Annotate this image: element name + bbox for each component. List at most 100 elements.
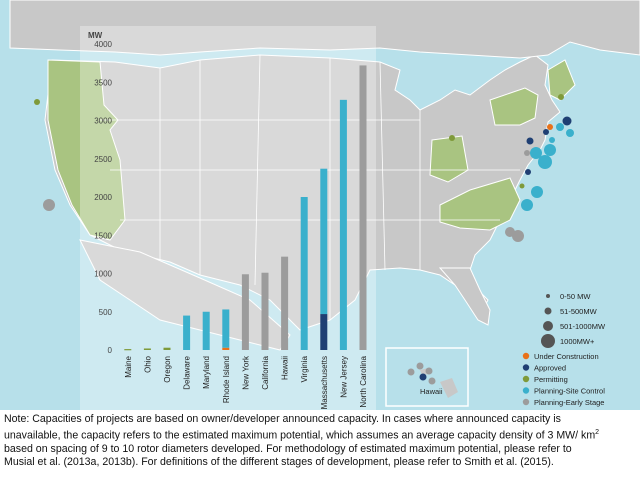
map-project-bubble: [547, 124, 553, 130]
category-label: Virginia: [300, 355, 309, 382]
legend-stage-label: Permitting: [534, 375, 568, 384]
bar-segment: [222, 309, 230, 348]
map-project-bubble: [556, 123, 564, 131]
legend-stage-label: Planning-Site Control: [534, 387, 605, 396]
legend-size-marker: [544, 307, 552, 315]
hawaii-inset-frame: [385, 347, 469, 407]
category-label: New Jersey: [339, 356, 348, 398]
footnote-line: Musial et al. (2013a, 2013b). For defini…: [4, 455, 554, 468]
category-label: Delaware: [183, 355, 192, 389]
map-land-florida: [438, 267, 491, 326]
legend-stage-marker: [522, 352, 530, 360]
bar-segment: [143, 348, 151, 350]
category-label: Ohio: [143, 355, 152, 372]
map-project-bubble: [34, 99, 40, 105]
map-project-bubble: [538, 155, 552, 169]
legend-size-label: 501-1000MW: [560, 322, 606, 331]
y-tick-label: 0: [108, 346, 113, 355]
legend-stage-label: Approved: [534, 364, 566, 373]
map-project-bubble: [425, 367, 433, 375]
bar-segment: [222, 347, 230, 350]
map-land-mexico: [79, 239, 291, 351]
map-project-bubble: [544, 144, 556, 156]
legend: 0-50 MW 51-500MW 501-1000MW 1000MW+ Under Co…: [522, 292, 606, 407]
map-state-maine: [547, 59, 576, 101]
legend-size-marker: [543, 321, 553, 331]
legend-stage-marker: [522, 387, 530, 394]
map-project-bubble: [449, 135, 455, 141]
map-project-bubble: [525, 169, 531, 175]
bar-segment: [320, 168, 328, 315]
bar-segment: [202, 311, 210, 350]
map-project-bubble: [549, 137, 555, 143]
legend-size-label: 0-50 MW: [560, 292, 591, 301]
y-axis: 0 500 1000 1500 2000 2500 3000 3500 4000: [94, 40, 112, 355]
bars: [124, 65, 367, 351]
legend-stage-label: Under Construction: [534, 352, 599, 361]
y-tick-label: 2500: [94, 155, 112, 164]
category-label: Maryland: [202, 356, 211, 389]
bar-segment: [359, 65, 367, 351]
category-label: Hawaii: [281, 356, 290, 380]
map-project-bubble: [566, 129, 574, 137]
footnote-line-text: unavailable, the capacity refers to the …: [4, 429, 596, 442]
legend-size-label: 1000MW+: [560, 337, 595, 346]
category-label: Rhode Island: [222, 356, 231, 403]
category-label: California: [261, 355, 270, 389]
map-project-bubble: [558, 94, 564, 100]
legend-stage-label: Planning-Early Stage: [534, 398, 604, 407]
map-land-canada: [9, 0, 640, 59]
legend-stage-marker: [522, 398, 530, 406]
map-project-bubble: [543, 129, 549, 135]
legend-size-marker: [546, 294, 550, 298]
y-tick-label: 1000: [94, 270, 112, 279]
hawaii-island: [440, 378, 458, 398]
y-axis-label: MW: [88, 31, 103, 40]
legend-stage-marker: [522, 364, 530, 371]
y-tick-label: 2000: [94, 193, 112, 202]
legend-size-marker: [541, 334, 555, 348]
map-state-new-york: [489, 87, 539, 126]
category-labels: Maine Ohio Oregon Delaware Maryland Rhode Isl…: [124, 355, 368, 409]
legend-size-label: 51-500MW: [560, 307, 598, 316]
map-project-bubble: [519, 183, 525, 189]
footnote-superscript: 2: [595, 429, 600, 436]
chart-panel: [80, 26, 376, 410]
chart-stage: Hawaii 05001000150020002500300035004000 …: [0, 0, 640, 410]
footnote: Note: Capacities of projects are based o…: [4, 413, 636, 469]
footnote-line: unavailable, the capacity refers to the …: [4, 426, 636, 443]
category-label: Maine: [124, 355, 133, 377]
map-project-bubble: [419, 373, 427, 381]
map-project-bubble: [562, 116, 572, 126]
map-project-bubble: [43, 199, 55, 211]
map-state-ohio: [429, 135, 469, 183]
category-label: North Carolina: [359, 355, 368, 407]
bar-segment: [339, 99, 347, 350]
map-project-bubble: [530, 147, 542, 159]
map-state-virginia-nc: [439, 177, 521, 231]
footnote-line: Note: Capacities of projects are based o…: [4, 413, 561, 425]
map-project-bubble: [531, 186, 543, 198]
map-state-borders: [100, 54, 520, 320]
map-project-bubble: [524, 150, 530, 156]
bar-segment: [183, 315, 191, 350]
bar-segment: [281, 256, 289, 350]
footnote-line: based on spacing of 9 to 10 rotor diamet…: [4, 442, 572, 455]
map-project-bubble: [407, 368, 415, 376]
map-project-bubble: [428, 377, 436, 385]
category-label: New York: [241, 355, 250, 390]
bar-segment: [261, 272, 269, 350]
map-project-bubble: [521, 199, 533, 211]
hawaii-inset-label: Hawaii: [420, 387, 443, 396]
legend-stage-marker: [522, 375, 530, 383]
bar-segment: [300, 197, 308, 350]
map-project-bubble: [526, 137, 534, 145]
map-project-bubble: [512, 230, 524, 242]
bar-segment: [320, 314, 328, 350]
category-label: Oregon: [163, 356, 172, 383]
y-tick-label: 3500: [94, 78, 112, 87]
bar-segment: [163, 347, 171, 350]
map-project-bubble: [416, 362, 424, 370]
bar-segment: [124, 349, 132, 351]
y-tick-label: 4000: [94, 40, 112, 49]
